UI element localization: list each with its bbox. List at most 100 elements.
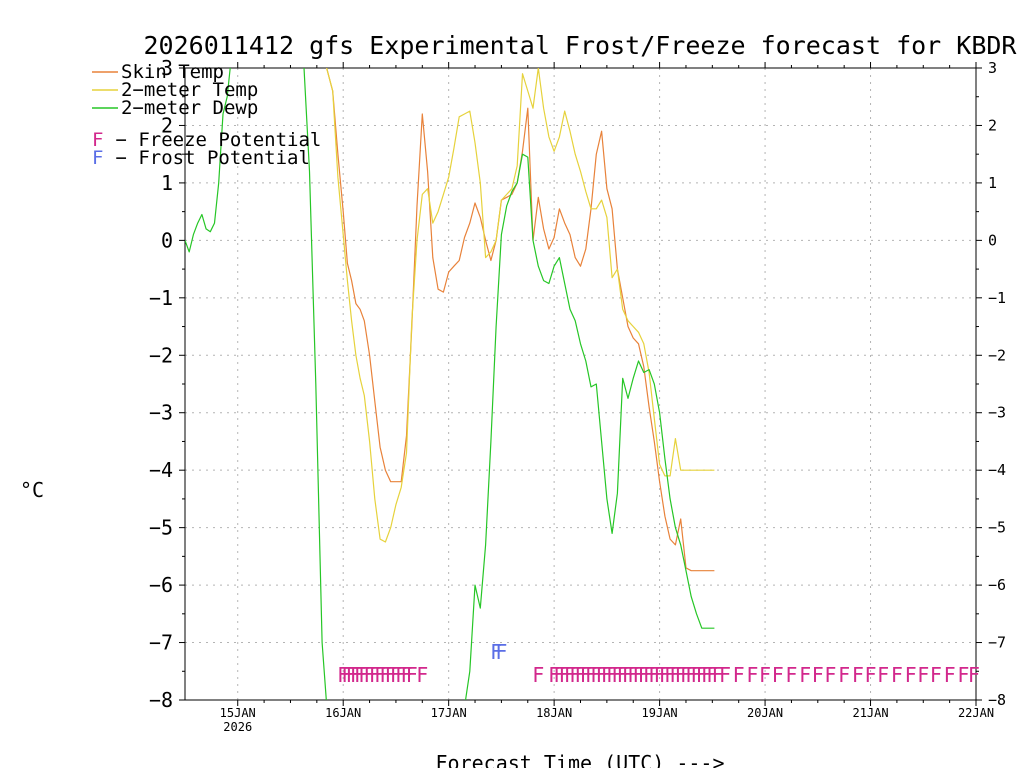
freeze-marker: F bbox=[746, 663, 758, 687]
freeze-marker: F bbox=[675, 663, 687, 687]
freeze-marker: F bbox=[337, 663, 349, 687]
freeze-marker: F bbox=[944, 663, 956, 687]
legend-label-2: 2−meter Dewp bbox=[121, 97, 258, 119]
y-tick-label-right: −6 bbox=[988, 576, 1006, 594]
freeze-marker: F bbox=[590, 663, 602, 687]
freeze-marker: F bbox=[559, 663, 571, 687]
freeze-marker: F bbox=[364, 663, 376, 687]
freeze-marker: F bbox=[812, 663, 824, 687]
freeze-marker: F bbox=[632, 663, 644, 687]
freeze-marker: F bbox=[690, 663, 702, 687]
freeze-marker: F bbox=[799, 663, 811, 687]
freeze-marker: F bbox=[564, 663, 576, 687]
freeze-marker: F bbox=[701, 663, 713, 687]
x-tick-label: 21JAN bbox=[852, 706, 888, 720]
freeze-marker: F bbox=[627, 663, 639, 687]
x-tick-sublabel: 2026 bbox=[223, 720, 252, 734]
series-group bbox=[185, 68, 715, 700]
freeze-marker: F bbox=[930, 663, 942, 687]
freeze-marker: F bbox=[838, 663, 850, 687]
freeze-marker: F bbox=[865, 663, 877, 687]
freeze-marker: F bbox=[648, 663, 660, 687]
freeze-marker: F bbox=[400, 663, 412, 687]
freeze-marker: F bbox=[379, 663, 391, 687]
freeze-marker: F bbox=[638, 663, 650, 687]
legend-label-4: − Frost Potential bbox=[104, 147, 310, 169]
freeze-marker: F bbox=[354, 663, 366, 687]
y-tick-label: −3 bbox=[149, 401, 173, 425]
freeze-marker: F bbox=[395, 663, 407, 687]
freeze-marker: F bbox=[659, 663, 671, 687]
y-tick-label-right: −8 bbox=[988, 691, 1006, 709]
y-tick-label-right: −1 bbox=[988, 289, 1006, 307]
x-tick-label: 20JAN bbox=[747, 706, 783, 720]
legend-marker-3: F bbox=[92, 129, 103, 151]
legend-label-3: − Freeze Potential bbox=[104, 129, 321, 151]
freeze-marker: F bbox=[733, 663, 745, 687]
freeze-marker: F bbox=[350, 663, 362, 687]
y-tick-label-right: 3 bbox=[988, 59, 997, 77]
y-tick-label-right: −4 bbox=[988, 461, 1006, 479]
freeze-marker: F bbox=[654, 663, 666, 687]
freeze-marker: F bbox=[390, 663, 402, 687]
freeze-marker: F bbox=[574, 663, 586, 687]
y-tick-label: −7 bbox=[149, 631, 173, 655]
freeze-marker: F bbox=[374, 663, 386, 687]
freeze-marker: F bbox=[617, 663, 629, 687]
y-tick-label: 3 bbox=[161, 56, 173, 80]
freeze-marker: F bbox=[905, 663, 917, 687]
legend-label-0: Skin Temp bbox=[121, 61, 224, 83]
freeze-marker: F bbox=[785, 663, 797, 687]
freeze-marker: F bbox=[891, 663, 903, 687]
freeze-marker: F bbox=[852, 663, 864, 687]
freeze-marker: F bbox=[606, 663, 618, 687]
freeze-marker: F bbox=[553, 663, 565, 687]
x-tick-label: 18JAN bbox=[536, 706, 572, 720]
freeze-marker: F bbox=[968, 663, 980, 687]
y-tick-label: 0 bbox=[161, 228, 173, 252]
freeze-marker: F bbox=[706, 663, 718, 687]
freeze-marker: F bbox=[611, 663, 623, 687]
y-tick-label: 1 bbox=[161, 171, 173, 195]
frost-marker: F bbox=[490, 640, 502, 664]
freeze-marker: F bbox=[358, 663, 370, 687]
freeze-marker: F bbox=[341, 663, 353, 687]
freeze-marker: F bbox=[532, 663, 544, 687]
freeze-marker: F bbox=[680, 663, 692, 687]
freeze-marker: F bbox=[346, 663, 358, 687]
y-tick-label: −8 bbox=[149, 688, 173, 712]
y-tick-label-right: 1 bbox=[988, 174, 997, 192]
y-tick-label: −1 bbox=[149, 286, 173, 310]
freeze-marker: F bbox=[596, 663, 608, 687]
x-tick-label: 17JAN bbox=[431, 706, 467, 720]
y-tick-label: −2 bbox=[149, 343, 173, 367]
y-tick-label: 2 bbox=[161, 113, 173, 137]
freeze-marker: F bbox=[580, 663, 592, 687]
y-tick-label-right: −7 bbox=[988, 634, 1006, 652]
series-line-2-meter-temp bbox=[326, 68, 715, 543]
freeze-marker: F bbox=[669, 663, 681, 687]
y-tick-label: −6 bbox=[149, 573, 173, 597]
frost-marker: F bbox=[495, 640, 507, 664]
freeze-marker: F bbox=[685, 663, 697, 687]
chart-title: 2026011412 gfs Experimental Frost/Freeze… bbox=[144, 31, 1018, 60]
series-line-skin-temp bbox=[326, 68, 715, 572]
freeze-marker: F bbox=[664, 663, 676, 687]
freeze-marker: F bbox=[643, 663, 655, 687]
y-tick-label-right: −5 bbox=[988, 519, 1006, 537]
x-tick-label: 16JAN bbox=[325, 706, 361, 720]
x-axis-label: Forecast Time (UTC) ---> bbox=[436, 751, 725, 768]
freeze-marker: F bbox=[719, 663, 731, 687]
y-tick-label-right: −2 bbox=[988, 346, 1006, 364]
freeze-marker: F bbox=[416, 663, 428, 687]
freeze-marker: F bbox=[369, 663, 381, 687]
y-tick-label: −5 bbox=[149, 516, 173, 540]
x-tick-label: 22JAN bbox=[958, 706, 994, 720]
y-tick-label: −4 bbox=[149, 458, 173, 482]
freeze-marker: F bbox=[759, 663, 771, 687]
freeze-marker: F bbox=[406, 663, 418, 687]
freeze-marker: F bbox=[385, 663, 397, 687]
freeze-marker: F bbox=[585, 663, 597, 687]
